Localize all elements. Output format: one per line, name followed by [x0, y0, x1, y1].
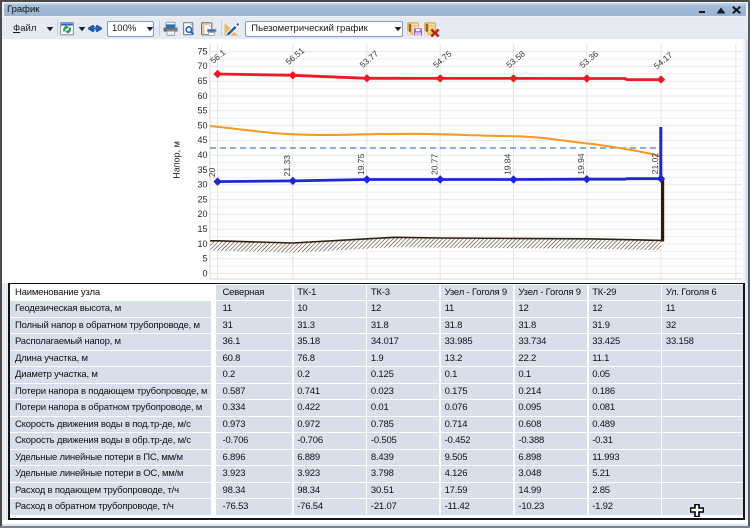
- svg-text:21.33: 21.33: [282, 155, 292, 177]
- svg-text:10: 10: [197, 239, 207, 249]
- svg-text:56.1: 56.1: [208, 47, 227, 65]
- svg-text:75: 75: [197, 46, 207, 56]
- svg-text:65: 65: [197, 76, 207, 86]
- svg-text:Напор, м: Напор, м: [172, 141, 182, 179]
- svg-text:60: 60: [197, 91, 207, 101]
- svg-text:70: 70: [197, 61, 207, 71]
- svg-text:19.84: 19.84: [503, 153, 513, 175]
- svg-text:21.02: 21.02: [650, 153, 660, 175]
- svg-text:5: 5: [202, 254, 207, 264]
- svg-text:19.94: 19.94: [576, 153, 586, 175]
- svg-text:15: 15: [197, 224, 207, 234]
- svg-text:20: 20: [197, 209, 207, 219]
- svg-text:20: 20: [207, 167, 217, 177]
- svg-text:40: 40: [197, 150, 207, 160]
- svg-text:25: 25: [197, 194, 207, 204]
- svg-text:54.17: 54.17: [652, 50, 675, 72]
- svg-text:20.77: 20.77: [429, 153, 439, 175]
- svg-text:0: 0: [202, 268, 207, 278]
- svg-text:56.51: 56.51: [283, 45, 306, 67]
- svg-text:50: 50: [197, 120, 207, 130]
- svg-text:30: 30: [197, 180, 207, 190]
- svg-text:55: 55: [197, 106, 207, 116]
- svg-text:35: 35: [197, 165, 207, 175]
- svg-text:19.75: 19.75: [356, 153, 366, 175]
- svg-text:45: 45: [197, 135, 207, 145]
